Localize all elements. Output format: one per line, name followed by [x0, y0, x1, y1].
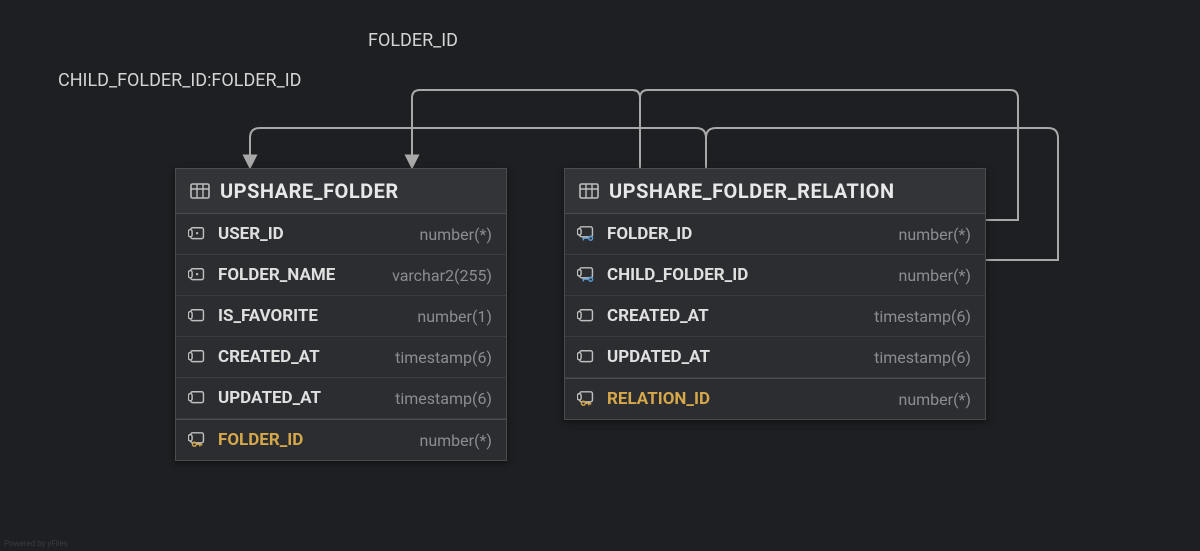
column-name: UPDATED_AT: [607, 347, 710, 367]
column-type: timestamp(6): [874, 307, 971, 326]
column-type: timestamp(6): [395, 348, 492, 367]
column-left: CREATED_AT: [577, 306, 709, 326]
table-header: UPSHARE_FOLDER: [176, 169, 506, 214]
column-row[interactable]: UPDATED_AT timestamp(6): [176, 378, 506, 419]
column-row[interactable]: FOLDER_ID number(*): [565, 214, 985, 255]
column-left: FOLDER_NAME: [188, 265, 335, 285]
diagram-canvas: FOLDER_ID CHILD_FOLDER_ID:FOLDER_ID UPSH…: [0, 0, 1200, 551]
column-name: CREATED_AT: [218, 347, 320, 367]
table-header: UPSHARE_FOLDER_RELATION: [565, 169, 985, 214]
column-type: number(1): [417, 307, 492, 326]
column-name: FOLDER_ID: [218, 430, 303, 450]
column-icon: [188, 389, 208, 407]
foreign-key-icon: [577, 225, 597, 243]
column-type: varchar2(255): [392, 266, 492, 285]
column-icon: [188, 307, 208, 325]
table-upshare-folder[interactable]: UPSHARE_FOLDER USER_ID number(*) FOLDER_NA…: [175, 168, 507, 461]
foreign-key-icon: [577, 266, 597, 284]
column-row[interactable]: USER_ID number(*): [176, 214, 506, 255]
primary-key-icon: [577, 390, 597, 408]
column-name: RELATION_ID: [607, 389, 710, 409]
column-icon: [577, 307, 597, 325]
column-name: CREATED_AT: [607, 306, 709, 326]
column-type: timestamp(6): [874, 348, 971, 367]
column-icon: [188, 266, 208, 284]
table-title: UPSHARE_FOLDER: [220, 179, 399, 203]
column-row[interactable]: CREATED_AT timestamp(6): [565, 296, 985, 337]
column-name: UPDATED_AT: [218, 388, 321, 408]
table-icon: [579, 182, 599, 200]
column-left: FOLDER_ID: [577, 224, 692, 244]
table-icon: [190, 182, 210, 200]
table-columns: FOLDER_ID number(*) CHILD_FOLDER_ID number(…: [565, 214, 985, 419]
column-left: UPDATED_AT: [188, 388, 321, 408]
column-row[interactable]: CREATED_AT timestamp(6): [176, 337, 506, 378]
column-name: FOLDER_ID: [607, 224, 692, 244]
column-row[interactable]: IS_FAVORITE number(1): [176, 296, 506, 337]
column-type: number(*): [419, 225, 492, 244]
column-left: CHILD_FOLDER_ID: [577, 265, 748, 285]
column-row[interactable]: UPDATED_AT timestamp(6): [565, 337, 985, 378]
column-name: CHILD_FOLDER_ID: [607, 265, 748, 285]
column-name: IS_FAVORITE: [218, 306, 318, 326]
column-icon: [577, 348, 597, 366]
table-title: UPSHARE_FOLDER_RELATION: [609, 179, 895, 203]
column-left: FOLDER_ID: [188, 430, 303, 450]
column-row[interactable]: FOLDER_ID number(*): [176, 419, 506, 460]
column-left: RELATION_ID: [577, 389, 710, 409]
column-icon: [188, 225, 208, 243]
edge-label-folder-id: FOLDER_ID: [368, 30, 458, 51]
column-left: IS_FAVORITE: [188, 306, 318, 326]
column-row[interactable]: CHILD_FOLDER_ID number(*): [565, 255, 985, 296]
column-left: UPDATED_AT: [577, 347, 710, 367]
column-name: USER_ID: [218, 224, 284, 244]
column-row[interactable]: RELATION_ID number(*): [565, 378, 985, 419]
column-left: USER_ID: [188, 224, 284, 244]
column-type: number(*): [898, 225, 971, 244]
column-left: CREATED_AT: [188, 347, 320, 367]
column-type: number(*): [898, 390, 971, 409]
edge-label-child-folder-id: CHILD_FOLDER_ID:FOLDER_ID: [58, 70, 301, 91]
column-row[interactable]: FOLDER_NAME varchar2(255): [176, 255, 506, 296]
column-icon: [188, 348, 208, 366]
column-name: FOLDER_NAME: [218, 265, 335, 285]
watermark: Powered by yFiles: [4, 539, 68, 548]
column-type: number(*): [419, 431, 492, 450]
table-upshare-folder-relation[interactable]: UPSHARE_FOLDER_RELATION FOLDER_ID number(…: [564, 168, 986, 420]
table-columns: USER_ID number(*) FOLDER_NAME varchar2(255)…: [176, 214, 506, 460]
column-type: number(*): [898, 266, 971, 285]
primary-key-icon: [188, 431, 208, 449]
column-type: timestamp(6): [395, 389, 492, 408]
